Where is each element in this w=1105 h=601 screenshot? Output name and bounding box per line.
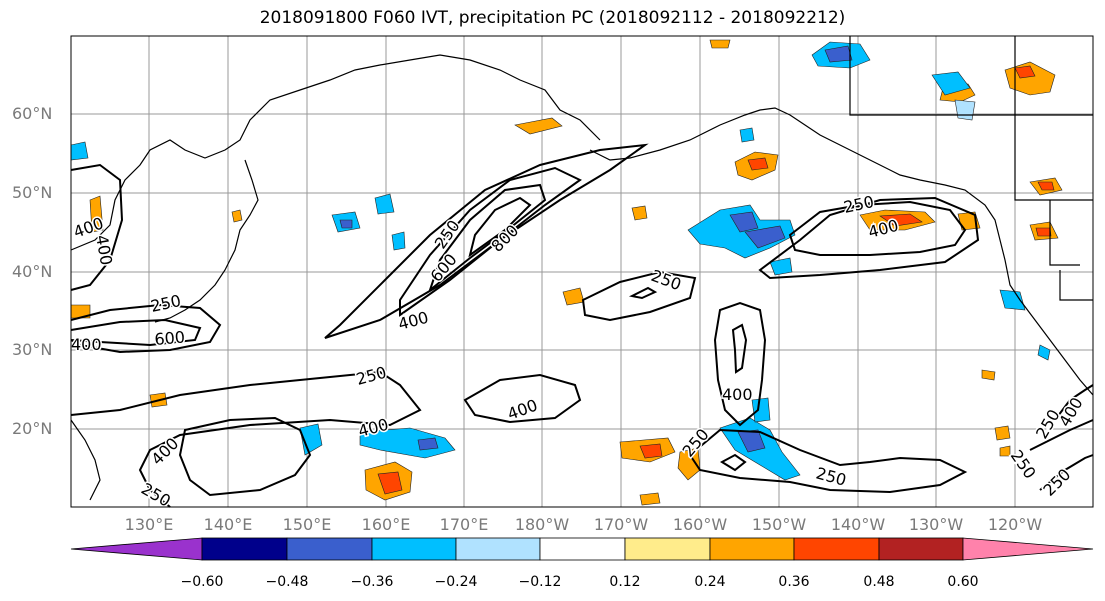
colorbar-tick-label: 0.60	[947, 574, 979, 590]
contour-label: 400	[722, 385, 753, 404]
lon-label: 140°E	[203, 515, 253, 534]
colorbar-tick-label: −0.48	[265, 574, 309, 590]
coastlines	[70, 36, 1094, 501]
colorbar-tick-label: 0.36	[778, 574, 810, 590]
lon-label: 170°E	[439, 515, 489, 534]
colorbar-segment	[371, 537, 457, 561]
plot-frame	[70, 35, 1094, 508]
colorbar-segment	[539, 537, 626, 561]
precip-negative-patches	[70, 41, 1051, 481]
lon-label: 180°W	[514, 515, 570, 534]
lon-label: 150°E	[282, 515, 332, 534]
colorbar-tick-label: −0.36	[350, 574, 394, 590]
colorbar-segment	[878, 537, 964, 561]
lat-label: 50°N	[12, 183, 53, 202]
colorbar	[70, 537, 1094, 561]
colorbar-tick-label: 0.24	[694, 574, 726, 590]
colorbar-tick-label: 0.48	[863, 574, 895, 590]
lat-label: 30°N	[12, 340, 53, 359]
contour-label: 600	[154, 327, 186, 349]
lon-label: 170°W	[593, 515, 649, 534]
lon-label: 120°W	[987, 515, 1043, 534]
colorbar-segment	[962, 537, 1094, 561]
lon-label: 160°E	[361, 515, 411, 534]
lon-label: 130°W	[908, 515, 964, 534]
colorbar-segment	[709, 537, 795, 561]
colorbar-segment	[201, 537, 288, 561]
lon-label: 130°E	[124, 515, 174, 534]
lat-label: 20°N	[12, 419, 53, 438]
colorbar-segment	[793, 537, 880, 561]
colorbar-tick-label: 0.12	[609, 574, 641, 590]
ivt-contours	[70, 143, 1094, 508]
colorbar-tick-label: −0.12	[518, 574, 562, 590]
colorbar-tick-label: −0.60	[180, 574, 224, 590]
colorbar-segment	[455, 537, 541, 561]
lat-label: 40°N	[12, 262, 53, 281]
contour-label: 250	[814, 464, 848, 490]
colorbar-segment	[624, 537, 711, 561]
lon-label: 140°W	[830, 515, 886, 534]
lon-label: 160°W	[672, 515, 728, 534]
colorbar-segment	[70, 537, 203, 561]
colorbar-tick-label: −0.24	[434, 574, 478, 590]
contour-label: 400	[71, 335, 102, 354]
map-title: 2018091800 F060 IVT, precipitation PC (2…	[259, 8, 846, 28]
lat-label: 60°N	[12, 104, 53, 123]
colorbar-segment	[286, 537, 373, 561]
lon-label: 150°W	[751, 515, 807, 534]
